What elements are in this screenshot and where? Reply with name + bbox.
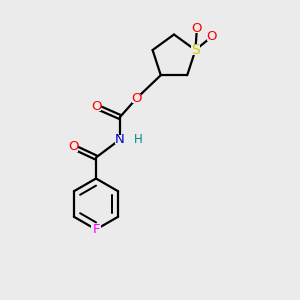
- Bar: [207, 32, 217, 41]
- Text: O: O: [91, 100, 101, 113]
- Text: O: O: [192, 22, 202, 35]
- Bar: [91, 102, 101, 111]
- Bar: [132, 94, 141, 103]
- Bar: [115, 135, 125, 144]
- Bar: [91, 225, 101, 234]
- Text: O: O: [131, 92, 142, 105]
- Text: S: S: [191, 43, 200, 57]
- Text: F: F: [92, 223, 100, 236]
- Text: O: O: [68, 140, 79, 154]
- Bar: [192, 24, 202, 33]
- Text: N: N: [115, 133, 125, 146]
- Text: O: O: [207, 30, 217, 43]
- Text: H: H: [134, 133, 143, 146]
- Bar: [190, 45, 200, 55]
- Bar: [69, 142, 78, 152]
- Bar: [134, 135, 143, 144]
